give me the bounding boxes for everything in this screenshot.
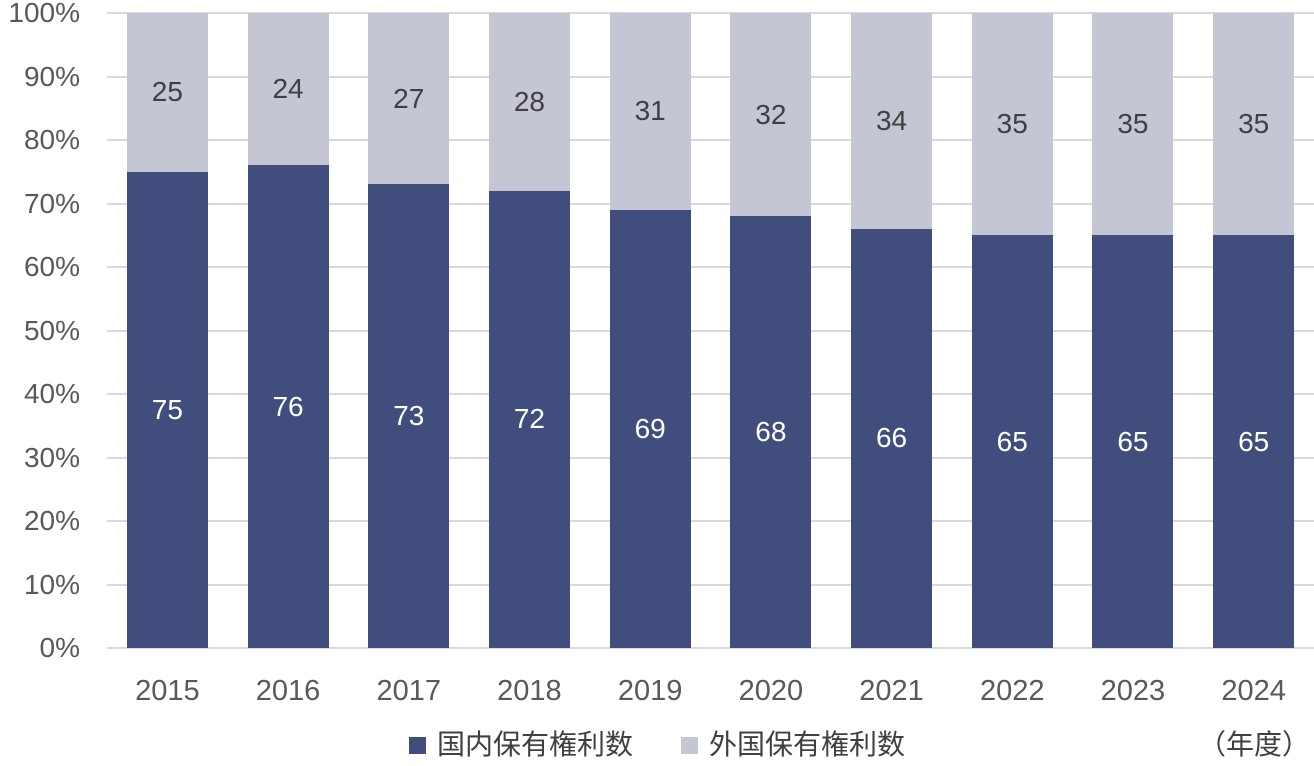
x-axis-unit-label: （年度）	[1197, 729, 1310, 760]
bar-value-label: 69	[634, 412, 666, 444]
y-axis-tick-label: 0%	[39, 632, 80, 663]
bar-value-label: 32	[755, 98, 787, 130]
bar-segment-domestic	[1213, 235, 1295, 648]
bar-value-label: 73	[393, 400, 425, 432]
gridline	[107, 520, 1314, 522]
gridline	[107, 202, 1314, 205]
x-axis-tick-label: 2018	[497, 675, 562, 707]
bar-segment-domestic	[126, 171, 208, 648]
bar-value-label: 34	[875, 104, 908, 136]
gridline	[107, 456, 1314, 459]
bar-value-label: 68	[755, 416, 787, 448]
legend-label: 国内保有権利数	[436, 729, 633, 760]
bar-segment-domestic	[609, 209, 691, 648]
bar-segment-foreign	[247, 13, 329, 166]
legend-swatch	[408, 736, 426, 754]
y-axis-tick-label: 100%	[8, 0, 80, 28]
bar-value-label: 66	[875, 422, 908, 454]
bar-value-label: 76	[272, 390, 304, 422]
x-axis-tick-label: 2015	[135, 675, 200, 707]
y-axis-tick-label: 60%	[23, 251, 80, 282]
bar-segment-domestic	[971, 235, 1053, 648]
bar-value-label: 75	[151, 393, 183, 425]
gridline	[107, 583, 1314, 586]
bar-segment-foreign	[1092, 13, 1174, 236]
bar-segment-domestic	[488, 190, 570, 648]
legend-label: 外国保有権利数	[709, 729, 906, 760]
legend-swatch	[681, 736, 698, 754]
bar-value-label: 35	[1117, 108, 1149, 140]
bar-segment-domestic	[851, 228, 933, 648]
bar-segment-domestic	[730, 216, 812, 648]
gridline	[107, 75, 1314, 78]
legend-item: 国内保有権利数	[408, 729, 633, 760]
legend-item: 外国保有権利数	[681, 731, 905, 759]
y-axis-tick-label: 40%	[23, 378, 80, 409]
x-axis-tick-label: 2022	[979, 675, 1045, 707]
y-axis-tick-label: 90%	[23, 60, 80, 92]
bar-value-label: 28	[513, 85, 546, 117]
x-axis-tick-label: 2023	[1100, 675, 1166, 707]
y-axis-tick-label: 80%	[23, 124, 80, 155]
y-axis-tick-label: 50%	[23, 314, 80, 346]
bar-value-label: 25	[151, 76, 183, 108]
bar-segment-foreign	[730, 13, 812, 217]
bar-value-label: 35	[1238, 108, 1270, 140]
bar-segment-domestic	[1092, 235, 1174, 648]
bar-segment-domestic	[368, 184, 450, 648]
bar-value-label: 24	[272, 73, 304, 105]
y-axis-tick-label: 30%	[23, 441, 80, 473]
bar-value-label: 65	[996, 425, 1028, 457]
bar-segment-foreign	[609, 13, 691, 210]
gridline	[107, 139, 1314, 141]
bar-value-label: 27	[393, 82, 425, 114]
x-axis-tick-label: 2016	[255, 675, 321, 707]
gridline	[107, 647, 1314, 649]
y-axis-tick-label: 70%	[23, 187, 80, 219]
gridline	[107, 393, 1314, 395]
gridline	[107, 266, 1314, 268]
bar-value-label: 35	[996, 108, 1028, 140]
bar-segment-domestic	[247, 165, 329, 648]
gridline	[107, 329, 1314, 332]
bar-segment-foreign	[488, 13, 570, 191]
bar-segment-foreign	[851, 13, 933, 229]
x-axis-tick-label: 2019	[617, 675, 683, 707]
bar-segment-foreign	[368, 13, 450, 185]
y-axis-tick-label: 20%	[23, 505, 80, 536]
bar-segment-foreign	[971, 13, 1053, 236]
legend: 国内保有権利数 外国保有権利数	[0, 730, 1314, 760]
bar-value-label: 72	[513, 403, 546, 435]
x-axis-tick-label: 2021	[859, 675, 924, 707]
bar-segment-foreign	[126, 13, 208, 172]
bar-value-label: 65	[1117, 425, 1149, 457]
y-axis-tick-label: 10%	[23, 568, 80, 600]
x-axis-tick-label: 2020	[738, 675, 804, 707]
gridline	[107, 12, 1314, 14]
x-axis-tick-label: 2024	[1221, 675, 1286, 707]
bar-value-label: 65	[1238, 425, 1270, 457]
x-axis-tick-label: 2017	[376, 675, 441, 707]
bar-value-label: 31	[634, 95, 666, 127]
bar-segment-foreign	[1213, 13, 1295, 236]
